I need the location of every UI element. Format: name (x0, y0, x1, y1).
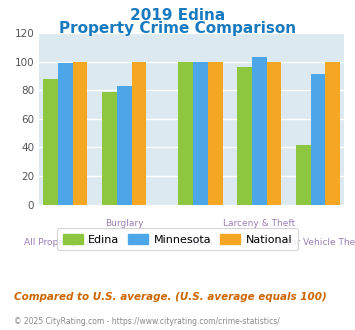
Bar (179, 62, 193, 205)
Bar (193, 62, 208, 205)
Text: Property Crime Comparison: Property Crime Comparison (59, 21, 296, 36)
Bar (252, 57, 267, 205)
Text: All Property Crime: All Property Crime (24, 238, 107, 247)
Text: © 2025 CityRating.com - https://www.cityrating.com/crime-statistics/: © 2025 CityRating.com - https://www.city… (14, 317, 280, 326)
Bar (208, 62, 223, 205)
Bar (131, 62, 146, 205)
Bar (311, 75, 325, 205)
Bar (267, 62, 281, 205)
Text: Motor Vehicle Theft: Motor Vehicle Theft (274, 238, 355, 247)
Bar (58, 63, 73, 205)
Bar (237, 67, 252, 205)
Bar (43, 79, 58, 205)
Text: Larceny & Theft: Larceny & Theft (223, 219, 295, 228)
Text: 2019 Edina: 2019 Edina (130, 8, 225, 23)
Text: Burglary: Burglary (105, 219, 143, 228)
Bar (325, 62, 340, 205)
Bar (102, 92, 117, 205)
Text: Arson: Arson (188, 238, 213, 247)
Text: Compared to U.S. average. (U.S. average equals 100): Compared to U.S. average. (U.S. average … (14, 292, 327, 302)
Bar (296, 145, 311, 205)
Legend: Edina, Minnesota, National: Edina, Minnesota, National (57, 228, 298, 250)
Bar (117, 86, 131, 205)
Bar (73, 62, 87, 205)
